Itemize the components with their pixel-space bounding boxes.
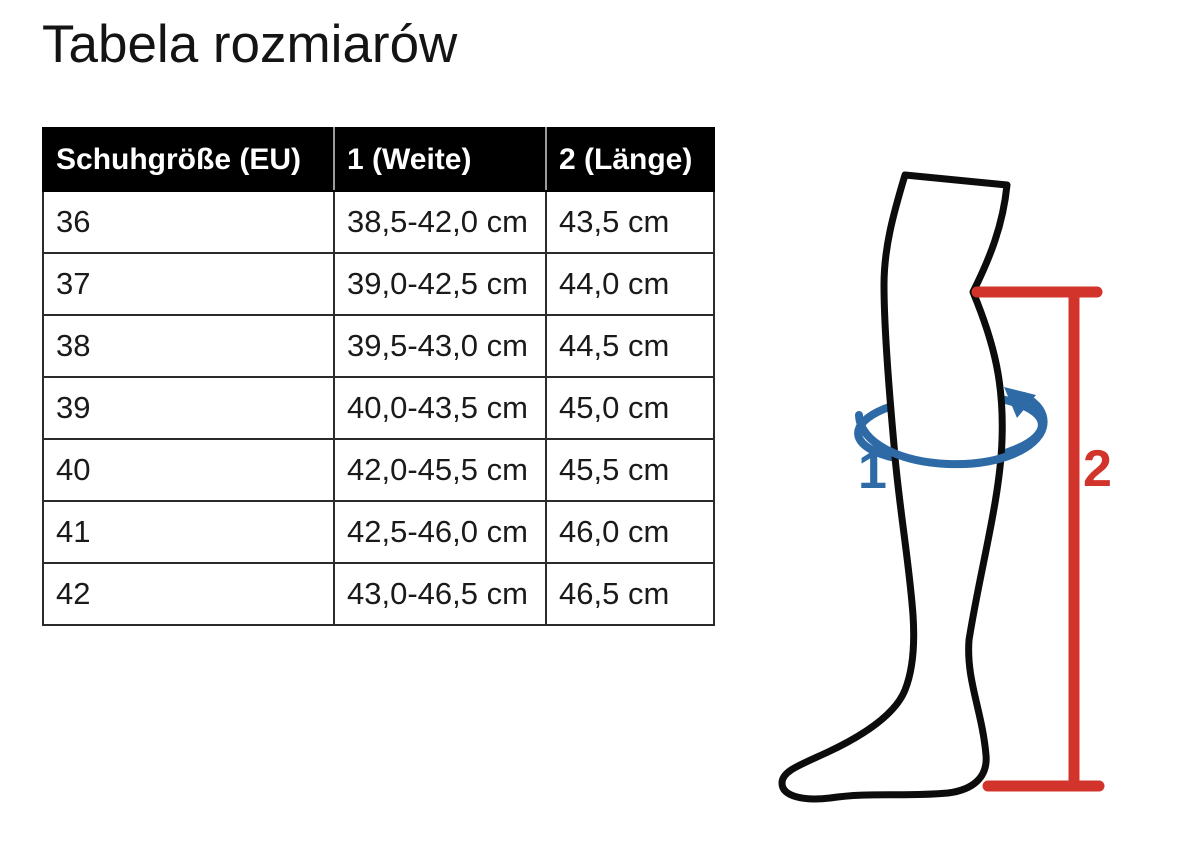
table-cell: 43,0-46,5 cm xyxy=(333,562,547,626)
table-cell: 45,5 cm xyxy=(545,438,715,502)
arrowhead-icon xyxy=(1004,387,1036,418)
length-measure-line xyxy=(971,286,1105,792)
table-cell: 40,0-43,5 cm xyxy=(333,376,547,440)
table-cell: 45,0 cm xyxy=(545,376,715,440)
header-cell-width: 1 (Weite) xyxy=(333,127,547,192)
table-cell: 46,0 cm xyxy=(545,500,715,564)
leg-outline-icon xyxy=(778,171,1011,803)
table-cell: 38 xyxy=(42,314,335,378)
table-row: 41 42,5-46,0 cm 46,0 cm xyxy=(42,500,715,564)
table-cell: 39 xyxy=(42,376,335,440)
size-table-header-row: Schuhgröße (EU) 1 (Weite) 2 (Länge) xyxy=(42,127,715,192)
header-cell-length: 2 (Länge) xyxy=(545,127,715,192)
table-cell: 42,0-45,5 cm xyxy=(333,438,547,502)
table-cell: 39,0-42,5 cm xyxy=(333,252,547,316)
table-row: 36 38,5-42,0 cm 43,5 cm xyxy=(42,190,715,254)
table-cell: 36 xyxy=(42,190,335,254)
circumference-arrow-icon xyxy=(855,392,1048,469)
leg-measurement-diagram: 1 2 xyxy=(778,171,1112,803)
table-cell: 42 xyxy=(42,562,335,626)
table-cell: 40 xyxy=(42,438,335,502)
table-cell: 39,5-43,0 cm xyxy=(333,314,547,378)
table-row: 38 39,5-43,0 cm 44,5 cm xyxy=(42,314,715,378)
table-row: 42 43,0-46,5 cm 46,5 cm xyxy=(42,562,715,626)
table-cell: 44,0 cm xyxy=(545,252,715,316)
table-cell: 37 xyxy=(42,252,335,316)
length-measure-label: 2 xyxy=(1083,440,1112,498)
table-cell: 44,5 cm xyxy=(545,314,715,378)
size-table-body: 36 38,5-42,0 cm 43,5 cm 37 39,0-42,5 cm 44,0 … xyxy=(42,190,715,626)
table-row: 39 40,0-43,5 cm 45,0 cm xyxy=(42,376,715,440)
page-title: Tabela rozmiarów xyxy=(42,15,458,74)
table-cell: 38,5-42,0 cm xyxy=(333,190,547,254)
table-cell: 43,5 cm xyxy=(545,190,715,254)
table-row: 40 42,0-45,5 cm 45,5 cm xyxy=(42,438,715,502)
table-cell: 42,5-46,0 cm xyxy=(333,500,547,564)
size-table: Schuhgröße (EU) 1 (Weite) 2 (Länge) 36 38… xyxy=(42,127,715,626)
table-cell: 46,5 cm xyxy=(545,562,715,626)
width-measure-label: 1 xyxy=(858,442,887,500)
table-row: 37 39,0-42,5 cm 44,0 cm xyxy=(42,252,715,316)
table-cell: 41 xyxy=(42,500,335,564)
header-cell-shoe-size: Schuhgröße (EU) xyxy=(42,127,335,192)
